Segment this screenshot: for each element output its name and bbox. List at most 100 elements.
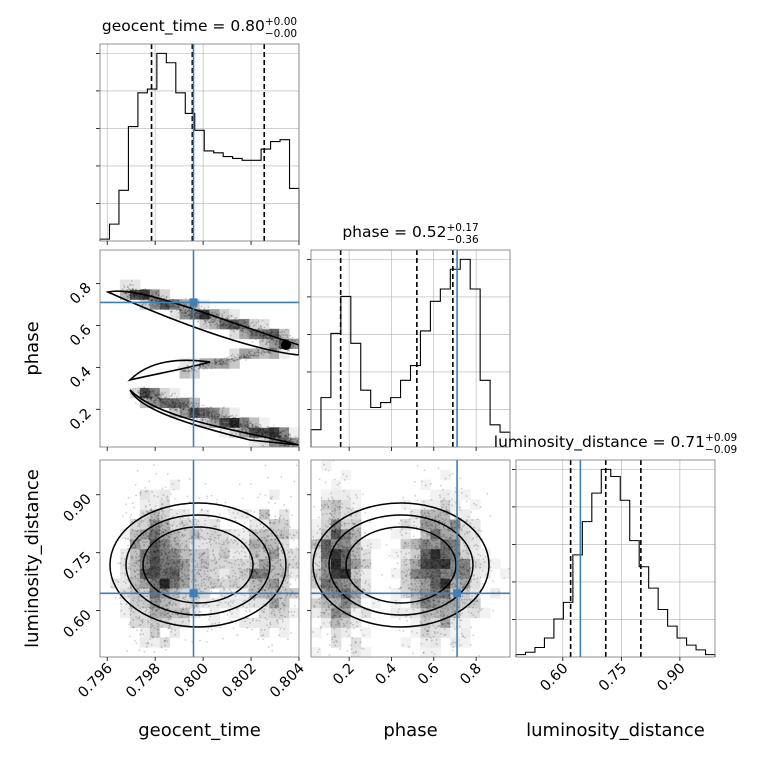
- sample-point: [292, 440, 294, 443]
- sample-point: [141, 661, 143, 663]
- sample-point: [164, 571, 167, 574]
- sample-point: [131, 287, 134, 290]
- sample-point: [153, 531, 156, 533]
- sample-point: [206, 630, 209, 633]
- sample-point: [240, 320, 243, 323]
- sample-point: [211, 623, 214, 625]
- sample-point: [200, 530, 203, 532]
- sample-point: [249, 325, 251, 328]
- sample-point: [216, 361, 218, 364]
- sample-point: [150, 623, 153, 626]
- sample-point: [161, 527, 164, 530]
- sample-point: [164, 540, 166, 543]
- sample-point: [148, 393, 151, 396]
- sample-point: [266, 594, 269, 597]
- sample-point: [134, 535, 136, 538]
- sample-point: [147, 297, 150, 299]
- sample-point: [225, 560, 228, 563]
- sample-point: [277, 342, 280, 345]
- sample-point: [189, 413, 191, 415]
- sample-point: [185, 370, 187, 373]
- sample-point: [174, 408, 177, 411]
- sample-point: [266, 586, 269, 589]
- sample-point: [151, 624, 154, 627]
- density-cell: [139, 627, 151, 638]
- sample-point: [190, 412, 193, 415]
- sample-point: [221, 585, 224, 588]
- sample-point: [151, 396, 154, 399]
- sample-point: [246, 426, 249, 429]
- sample-point: [290, 495, 293, 498]
- sample-point: [148, 551, 150, 554]
- sample-point: [168, 625, 171, 628]
- sample-point: [238, 357, 241, 360]
- sample-point: [280, 536, 283, 538]
- sample-point: [264, 549, 267, 552]
- sample-point: [189, 406, 192, 408]
- sample-point: [170, 508, 173, 511]
- sample-point: [144, 506, 147, 508]
- sample-point: [272, 529, 275, 532]
- sample-point: [291, 445, 294, 447]
- sample-point: [173, 556, 176, 558]
- sample-point: [270, 532, 273, 535]
- sample-point: [225, 574, 228, 577]
- sample-point: [218, 542, 220, 545]
- sample-point: [232, 416, 234, 419]
- sample-point: [219, 419, 222, 422]
- density-cell: [279, 617, 290, 628]
- sample-point: [290, 438, 293, 441]
- sample-point: [235, 327, 238, 329]
- sample-point: [168, 305, 171, 308]
- sample-point: [165, 539, 167, 541]
- sample-point: [160, 401, 163, 404]
- sample-point: [234, 575, 237, 578]
- sample-point: [166, 587, 169, 590]
- density-cell: [249, 578, 260, 589]
- sample-point: [232, 355, 235, 358]
- sample-point: [194, 316, 197, 319]
- sample-point: [172, 299, 175, 302]
- sample-point: [250, 510, 252, 512]
- sample-point: [178, 531, 181, 533]
- sample-point: [133, 295, 136, 297]
- sample-point: [252, 325, 255, 327]
- sample-point: [253, 562, 256, 565]
- sample-point: [155, 525, 158, 528]
- sample-point: [166, 578, 169, 580]
- sample-point: [165, 304, 168, 307]
- sample-point: [185, 540, 188, 543]
- sample-point: [127, 544, 129, 547]
- sample-point: [218, 422, 221, 425]
- sample-point: [254, 568, 256, 571]
- sample-point: [222, 324, 225, 327]
- density-cell: [219, 538, 230, 550]
- sample-point: [286, 536, 289, 539]
- sample-point: [200, 535, 203, 538]
- sample-point: [133, 294, 136, 297]
- sample-point: [208, 412, 210, 415]
- sample-point: [190, 408, 193, 411]
- sample-point: [189, 519, 191, 522]
- sample-point: [255, 334, 258, 337]
- sample-point: [286, 435, 288, 438]
- sample-point: [248, 422, 251, 425]
- sample-point: [208, 317, 211, 320]
- sample-point: [163, 574, 166, 576]
- sample-point: [130, 607, 133, 610]
- sample-point: [180, 576, 182, 579]
- sample-point: [145, 554, 148, 557]
- sample-point: [258, 544, 260, 546]
- sample-point: [293, 534, 296, 537]
- sample-point: [262, 334, 265, 337]
- sample-point: [267, 351, 270, 353]
- density-cell: [119, 558, 131, 569]
- sample-point: [267, 588, 270, 591]
- sample-point: [239, 358, 242, 361]
- sample-point: [227, 326, 230, 328]
- sample-point: [184, 312, 187, 314]
- sample-point: [242, 354, 245, 357]
- sample-point: [169, 559, 171, 562]
- sample-point: [195, 402, 198, 405]
- sample-point: [156, 561, 159, 564]
